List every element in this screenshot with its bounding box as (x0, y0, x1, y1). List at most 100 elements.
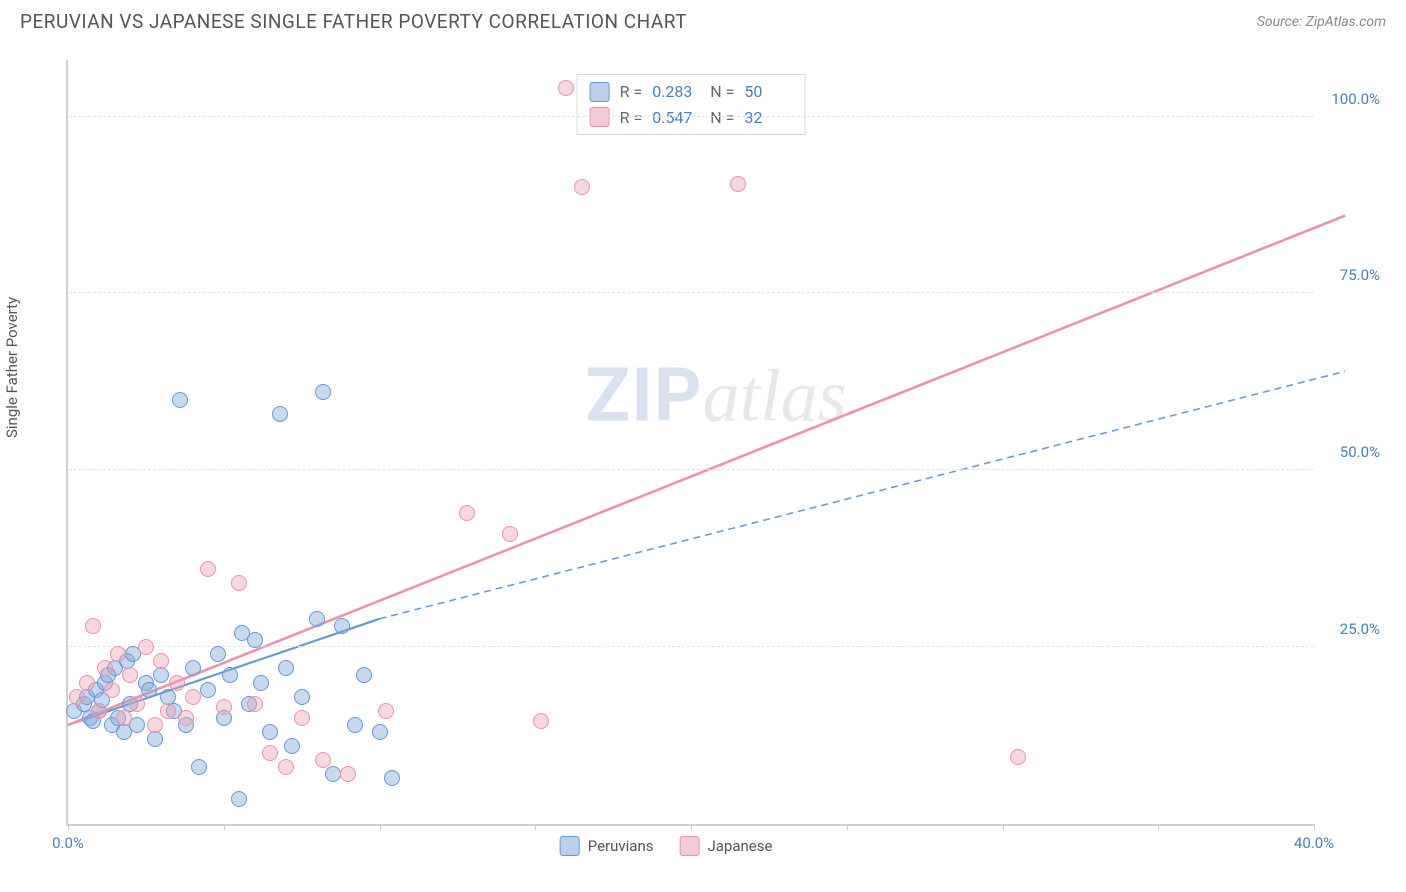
scatter-point (325, 766, 341, 782)
y-axis-label: Single Father Poverty (3, 297, 21, 438)
r-value-japanese: 0.547 (652, 105, 700, 131)
scatter-point (574, 179, 590, 195)
scatter-point (153, 667, 169, 683)
scatter-point (91, 703, 107, 719)
scatter-point (533, 713, 549, 729)
scatter-point (85, 618, 101, 634)
legend-swatch-icon (679, 836, 699, 856)
scatter-point (172, 392, 188, 408)
x-tick (1314, 824, 1315, 830)
x-tick (691, 824, 692, 830)
scatter-point (262, 745, 278, 761)
scatter-point (129, 696, 145, 712)
scatter-point (334, 618, 350, 634)
scatter-point (104, 682, 120, 698)
x-tick-label: 0.0% (52, 834, 84, 852)
scatter-point (160, 703, 176, 719)
scatter-point (210, 646, 226, 662)
series-legend: Peruvians Japanese (560, 836, 773, 856)
n-value-japanese: 32 (744, 105, 792, 131)
x-tick (1003, 824, 1004, 830)
scatter-point (730, 176, 746, 192)
scatter-point (216, 699, 232, 715)
stats-row-peruvians: R = 0.283 N = 50 (590, 79, 793, 105)
scatter-point (231, 575, 247, 591)
swatch-blue-icon (590, 82, 610, 102)
scatter-point (147, 717, 163, 733)
scatter-point (378, 703, 394, 719)
scatter-point (315, 384, 331, 400)
x-tick (847, 824, 848, 830)
r-label: R = (620, 79, 643, 105)
legend-label: Peruvians (588, 837, 654, 855)
scatter-point (185, 660, 201, 676)
scatter-point (153, 653, 169, 669)
gridline-h (68, 116, 1314, 117)
n-value-peruvians: 50 (744, 79, 792, 105)
scatter-point (122, 667, 138, 683)
scatter-point (459, 505, 475, 521)
gridline-h (68, 292, 1314, 293)
legend-item: Peruvians (560, 836, 654, 856)
plot-area: ZIPatlas R = 0.283 N = 50 R = 0.547 N = … (66, 60, 1314, 826)
chart-title: PERUVIAN VS JAPANESE SINGLE FATHER POVER… (20, 10, 687, 33)
y-tick-label: 25.0% (1320, 620, 1380, 638)
chart-source: Source: ZipAtlas.com (1257, 14, 1386, 30)
scatter-point (97, 660, 113, 676)
scatter-point (253, 675, 269, 691)
scatter-point (200, 561, 216, 577)
scatter-point (284, 738, 300, 754)
scatter-point (558, 80, 574, 96)
x-tick (380, 824, 381, 830)
gridline-h (68, 469, 1314, 470)
scatter-point (69, 689, 85, 705)
scatter-point (372, 724, 388, 740)
y-tick-label: 75.0% (1320, 266, 1380, 284)
scatter-point (278, 660, 294, 676)
legend-item: Japanese (679, 836, 772, 856)
scatter-point (294, 689, 310, 705)
stats-legend: R = 0.283 N = 50 R = 0.547 N = 32 (577, 74, 806, 135)
scatter-point (1010, 749, 1026, 765)
x-tick (535, 824, 536, 830)
scatter-point (200, 682, 216, 698)
scatter-point (247, 696, 263, 712)
scatter-point (147, 731, 163, 747)
scatter-point (231, 791, 247, 807)
scatter-point (79, 675, 95, 691)
chart-container: Single Father Poverty ZIPatlas R = 0.283… (20, 46, 1386, 872)
y-tick-label: 100.0% (1320, 90, 1380, 108)
swatch-pink-icon (590, 107, 610, 127)
scatter-point (340, 766, 356, 782)
x-tick (224, 824, 225, 830)
scatter-point (222, 667, 238, 683)
x-tick-label: 40.0% (1294, 834, 1334, 852)
y-tick-label: 50.0% (1320, 443, 1380, 461)
scatter-point (294, 710, 310, 726)
chart-header: PERUVIAN VS JAPANESE SINGLE FATHER POVER… (0, 0, 1406, 39)
scatter-point (384, 770, 400, 786)
scatter-point (278, 759, 294, 775)
scatter-point (262, 724, 278, 740)
scatter-point (315, 752, 331, 768)
scatter-point (502, 526, 518, 542)
scatter-point (116, 710, 132, 726)
legend-swatch-icon (560, 836, 580, 856)
legend-label: Japanese (707, 837, 772, 855)
scatter-point (141, 682, 157, 698)
x-tick (1158, 824, 1159, 830)
scatter-point (356, 667, 372, 683)
n-label: N = (710, 105, 734, 131)
r-label: R = (620, 105, 643, 131)
stats-row-japanese: R = 0.547 N = 32 (590, 105, 793, 131)
scatter-point (247, 632, 263, 648)
scatter-point (138, 639, 154, 655)
scatter-point (309, 611, 325, 627)
scatter-point (110, 646, 126, 662)
scatter-point (191, 759, 207, 775)
x-tick (68, 824, 69, 830)
r-value-peruvians: 0.283 (652, 79, 700, 105)
scatter-point (347, 717, 363, 733)
scatter-point (178, 710, 194, 726)
scatter-point (169, 675, 185, 691)
